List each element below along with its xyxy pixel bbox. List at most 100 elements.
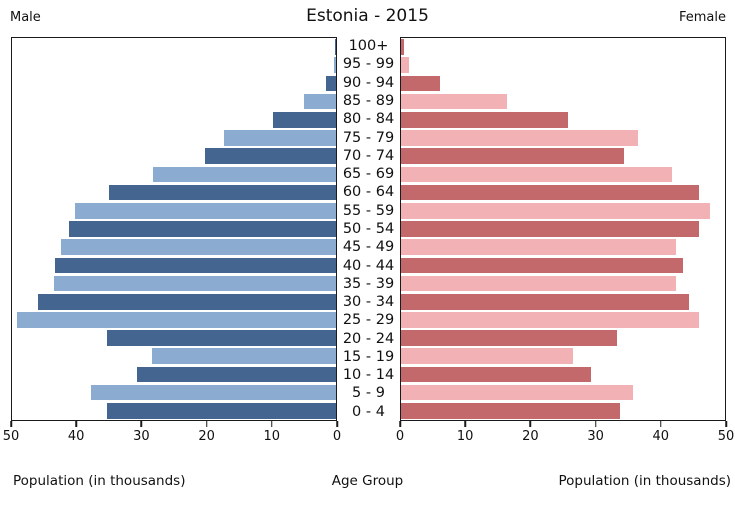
male-bar-0-4	[107, 403, 336, 419]
male-bar-55-59	[74, 202, 336, 219]
male-axis-ticklabel-30: 30	[133, 429, 150, 444]
female-bar-55-59	[401, 202, 711, 219]
male-bar-row-85-89	[12, 93, 336, 111]
male-plot-area	[11, 37, 337, 421]
male-bar-row-20-24	[12, 329, 336, 347]
female-bar-row-10-14	[401, 365, 725, 383]
female-bar-45-49	[401, 239, 676, 255]
female-axis-ticklabel-40: 40	[652, 429, 670, 444]
female-axis-ticklabel-0: 0	[395, 429, 405, 444]
female-axis-tickmark-50	[725, 421, 727, 427]
female-bar-30-34	[401, 293, 690, 310]
male-bars-container	[12, 38, 336, 420]
male-bar-row-25-29	[12, 311, 336, 329]
male-bar-row-80-84	[12, 111, 336, 129]
female-bar-row-40-44	[401, 256, 725, 274]
male-bar-row-0-4	[12, 402, 336, 420]
female-bar-row-95-99	[401, 56, 725, 74]
male-axis-ticklabel-10: 10	[263, 429, 281, 444]
male-axis-ticklabel-50: 50	[2, 429, 20, 444]
male-bar-row-35-39	[12, 274, 336, 292]
female-axis-caption: Population (in thousands)	[558, 473, 731, 489]
male-bar-75-79	[223, 130, 336, 146]
female-bar-row-100+	[401, 38, 725, 56]
female-bars-container	[401, 38, 725, 420]
female-bar-100+	[401, 39, 404, 55]
female-bar-row-70-74	[401, 147, 725, 165]
male-bar-65-69	[153, 166, 336, 183]
male-axis-caption: Population (in thousands)	[13, 473, 186, 489]
male-axis-ticklabel-20: 20	[198, 429, 215, 444]
male-bar-25-29	[16, 312, 336, 328]
male-bar-row-60-64	[12, 184, 336, 202]
male-bar-70-74	[205, 148, 336, 165]
age-group-label-95-99: 95 - 99	[342, 56, 395, 73]
male-header-label: Male	[10, 10, 41, 25]
age-group-label-65-69: 65 - 69	[342, 166, 395, 183]
female-axis-tickmark-0	[399, 421, 401, 427]
female-bar-15-19	[401, 348, 574, 365]
female-bar-row-60-64	[401, 184, 725, 202]
age-group-axis-caption: Age Group	[331, 473, 404, 489]
age-group-label-0-4: 0 - 4	[352, 403, 385, 420]
male-bar-5-9	[91, 384, 336, 401]
age-group-label-35-39: 35 - 39	[342, 275, 395, 292]
female-bar-50-54	[401, 221, 700, 237]
female-bar-70-74	[401, 148, 624, 165]
male-bar-row-70-74	[12, 147, 336, 165]
male-axis-tickmark-40	[75, 421, 77, 427]
female-bar-60-64	[401, 184, 700, 201]
female-bar-95-99	[401, 57, 410, 74]
male-bar-80-84	[273, 112, 336, 128]
female-axis-tickmarks	[399, 421, 727, 428]
male-bar-row-15-19	[12, 347, 336, 365]
female-axis-tickmark-40	[660, 421, 662, 427]
male-bar-row-45-49	[12, 238, 336, 256]
male-bar-20-24	[107, 330, 336, 346]
male-bar-100+	[335, 39, 336, 55]
female-bar-row-65-69	[401, 165, 725, 183]
age-group-label-10-14: 10 - 14	[342, 367, 395, 384]
age-group-label-90-94: 90 - 94	[342, 74, 395, 91]
male-axis-ticklabels: 0 10 20 30 40 50	[3, 429, 341, 447]
female-bar-row-90-94	[401, 74, 725, 92]
male-bar-35-39	[54, 275, 336, 292]
female-axis-tickmark-20	[529, 421, 532, 427]
male-bar-row-75-79	[12, 129, 336, 147]
male-axis-tickmarks	[10, 421, 338, 428]
male-axis-tickmark-10	[271, 421, 273, 427]
age-group-label-30-34: 30 - 34	[342, 294, 395, 311]
female-bar-row-75-79	[401, 129, 725, 147]
male-bar-45-49	[61, 239, 336, 255]
female-bar-90-94	[401, 75, 440, 92]
female-bar-row-30-34	[401, 293, 725, 311]
female-bar-85-89	[401, 93, 507, 110]
female-axis-ticklabel-20: 20	[522, 429, 539, 444]
male-axis-ticklabel-0: 0	[332, 429, 342, 444]
age-group-label-15-19: 15 - 19	[342, 348, 395, 365]
age-group-label-75-79: 75 - 79	[342, 129, 395, 146]
male-bar-row-30-34	[12, 293, 336, 311]
age-group-label-5-9: 5 - 9	[352, 385, 385, 402]
female-axis-ticklabel-10: 10	[456, 429, 474, 444]
age-group-label-45-49: 45 - 49	[342, 239, 395, 256]
male-bar-85-89	[303, 93, 336, 110]
female-axis-tickmark-10	[464, 421, 466, 427]
male-bar-10-14	[137, 366, 336, 383]
female-bar-10-14	[401, 366, 591, 383]
age-group-label-50-54: 50 - 54	[342, 220, 395, 237]
female-bar-row-35-39	[401, 274, 725, 292]
age-group-label-70-74: 70 - 74	[342, 147, 395, 164]
female-bar-row-20-24	[401, 329, 725, 347]
age-group-label-40-44: 40 - 44	[342, 257, 395, 274]
male-bar-95-99	[334, 57, 336, 74]
female-bar-80-84	[401, 112, 568, 128]
female-bar-25-29	[401, 312, 700, 328]
female-bar-5-9	[401, 384, 633, 401]
age-group-label-25-29: 25 - 29	[342, 312, 395, 329]
male-bar-row-95-99	[12, 56, 336, 74]
male-bar-row-5-9	[12, 384, 336, 402]
male-bar-row-10-14	[12, 365, 336, 383]
female-bar-35-39	[401, 275, 676, 292]
female-bar-0-4	[401, 403, 621, 419]
